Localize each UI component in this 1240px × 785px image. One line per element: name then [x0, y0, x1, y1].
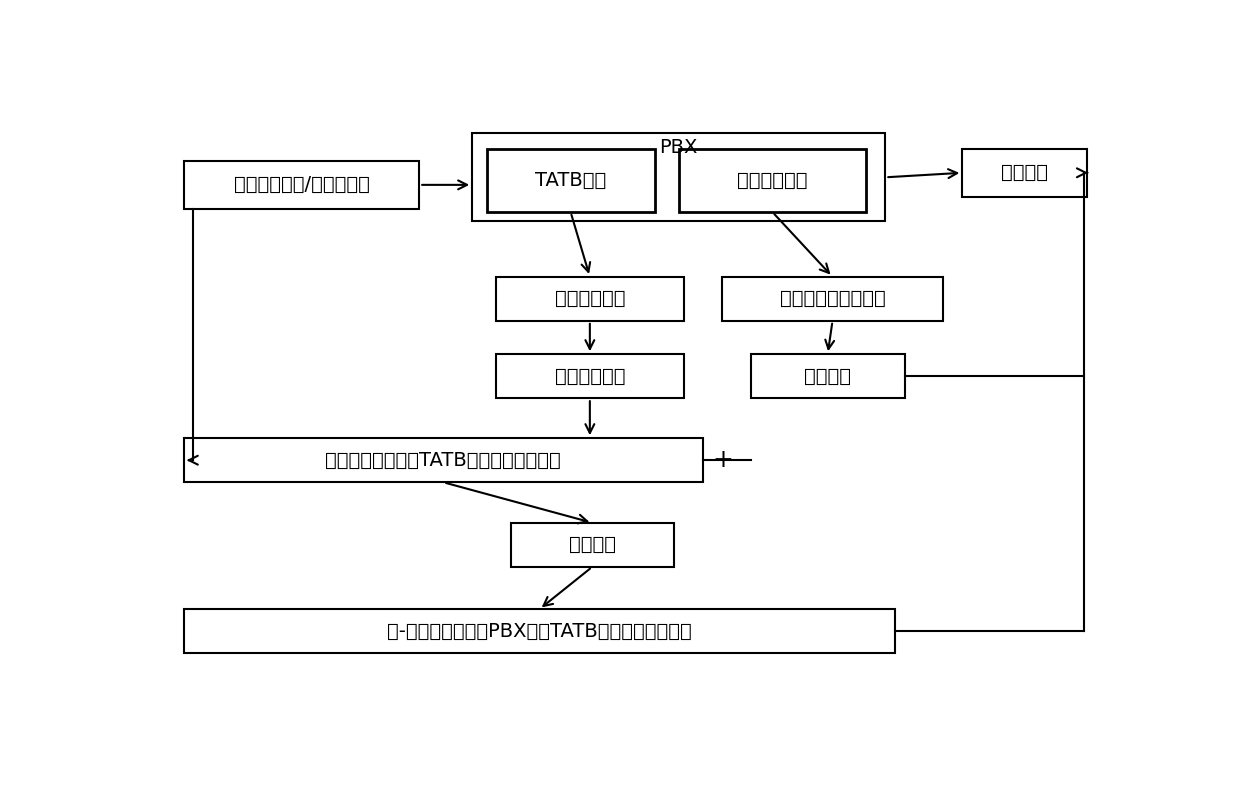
Text: 热-力耦合作用下的PBX内部TATB晶体响应行为规律: 热-力耦合作用下的PBX内部TATB晶体响应行为规律	[387, 622, 692, 641]
Bar	[184, 161, 419, 209]
Text: 晶格点阵参数: 晶格点阵参数	[554, 367, 625, 385]
Text: 性能拐点: 性能拐点	[569, 535, 616, 554]
Bar	[496, 354, 683, 398]
Text: PBX: PBX	[660, 138, 698, 157]
Bar	[496, 277, 683, 321]
Text: TATB晶体: TATB晶体	[534, 171, 606, 190]
Bar	[962, 148, 1087, 197]
Bar	[511, 523, 675, 567]
Text: +: +	[713, 448, 733, 473]
Bar	[722, 277, 942, 321]
Text: 原位机械应力/热应力加载: 原位机械应力/热应力加载	[233, 175, 370, 195]
Text: 内部微结构表征技术: 内部微结构表征技术	[780, 290, 885, 309]
Text: 宏观性能: 宏观性能	[1001, 163, 1048, 182]
Bar	[678, 148, 866, 212]
Text: 中子衍射技术: 中子衍射技术	[554, 290, 625, 309]
Text: 细观结构: 细观结构	[805, 367, 851, 385]
Bar	[751, 354, 905, 398]
Text: 高分子粘结剂: 高分子粘结剂	[738, 171, 807, 190]
Bar	[486, 148, 655, 212]
Bar	[472, 133, 885, 221]
Bar	[184, 609, 895, 653]
Bar	[184, 438, 703, 482]
Text: 机械应力、温度与TATB晶格点阵参数关系: 机械应力、温度与TATB晶格点阵参数关系	[325, 451, 562, 469]
